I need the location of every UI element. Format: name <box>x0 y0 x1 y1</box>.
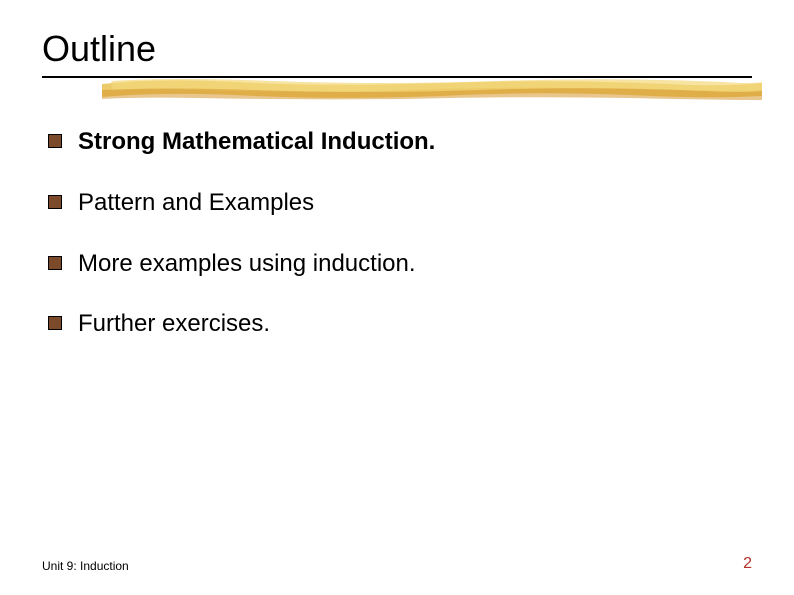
bullet-item: More examples using induction. <box>48 250 752 279</box>
bullet-item: Strong Mathematical Induction. <box>48 128 752 157</box>
slide-title: Outline <box>42 28 752 70</box>
bullet-text: More examples using induction. <box>78 250 416 279</box>
page-number: 2 <box>743 555 752 573</box>
square-bullet-icon <box>48 195 62 209</box>
bullet-text: Further exercises. <box>78 310 270 339</box>
square-bullet-icon <box>48 134 62 148</box>
footer-unit-label: Unit 9: Induction <box>42 559 129 573</box>
bullet-list: Strong Mathematical Induction. Pattern a… <box>48 128 752 339</box>
bullet-item: Further exercises. <box>48 310 752 339</box>
square-bullet-icon <box>48 256 62 270</box>
bullet-item: Pattern and Examples <box>48 189 752 218</box>
title-brush-stroke <box>102 78 762 100</box>
square-bullet-icon <box>48 316 62 330</box>
title-underline <box>42 76 752 100</box>
bullet-text: Strong Mathematical Induction. <box>78 128 435 157</box>
slide: Outline Strong Mathematical Induction. P… <box>0 0 794 595</box>
bullet-text: Pattern and Examples <box>78 189 314 218</box>
